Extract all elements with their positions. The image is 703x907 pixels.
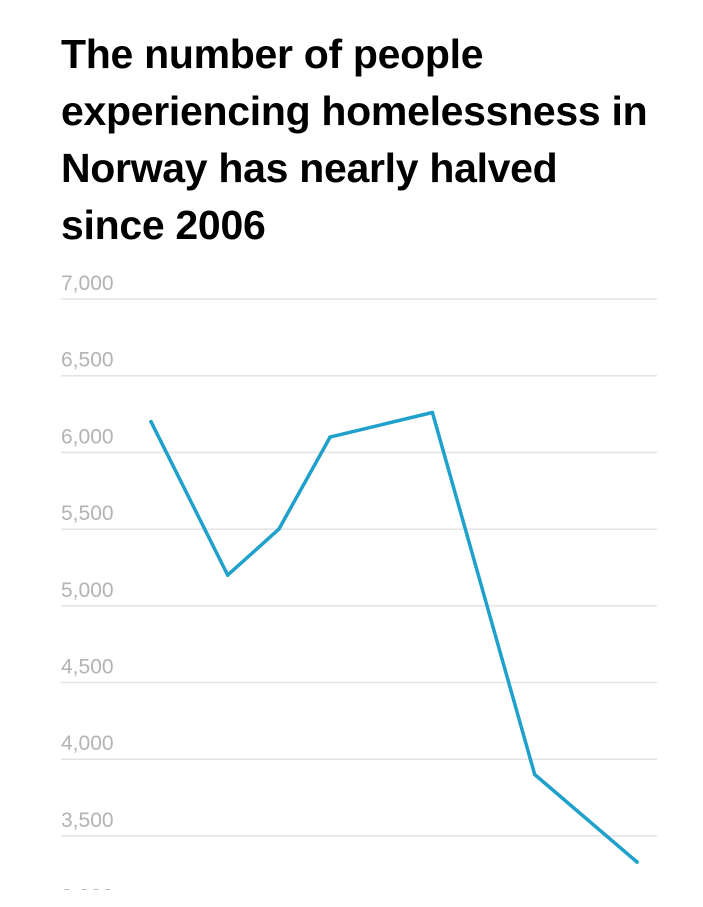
data-point <box>328 435 332 439</box>
series-line <box>149 410 639 864</box>
y-tick-label: 3,500 <box>61 809 114 832</box>
y-tick-label: 4,500 <box>61 656 114 679</box>
data-point <box>277 527 281 531</box>
series-layer <box>149 410 639 864</box>
y-tick-label: 6,000 <box>61 425 114 448</box>
chart-title: The number of people experiencing homele… <box>61 31 648 248</box>
y-tick-label: 7,000 <box>61 272 114 295</box>
y-axis-tick-labels: 3,000 3,500 4,000 4,500 5,000 5,500 6,000 6,500… <box>61 272 114 907</box>
data-point <box>225 573 230 577</box>
gridlines <box>61 298 657 837</box>
data-point <box>635 860 639 864</box>
data-point <box>532 772 537 777</box>
y-tick-label: 6,500 <box>61 349 114 372</box>
data-point <box>149 419 153 424</box>
data-point <box>430 410 435 415</box>
y-tick-label: 3,000 <box>61 886 114 907</box>
y-tick-label: 5,500 <box>61 502 114 525</box>
y-tick-label: 5,000 <box>61 579 114 602</box>
y-tick-label: 4,000 <box>61 732 114 755</box>
